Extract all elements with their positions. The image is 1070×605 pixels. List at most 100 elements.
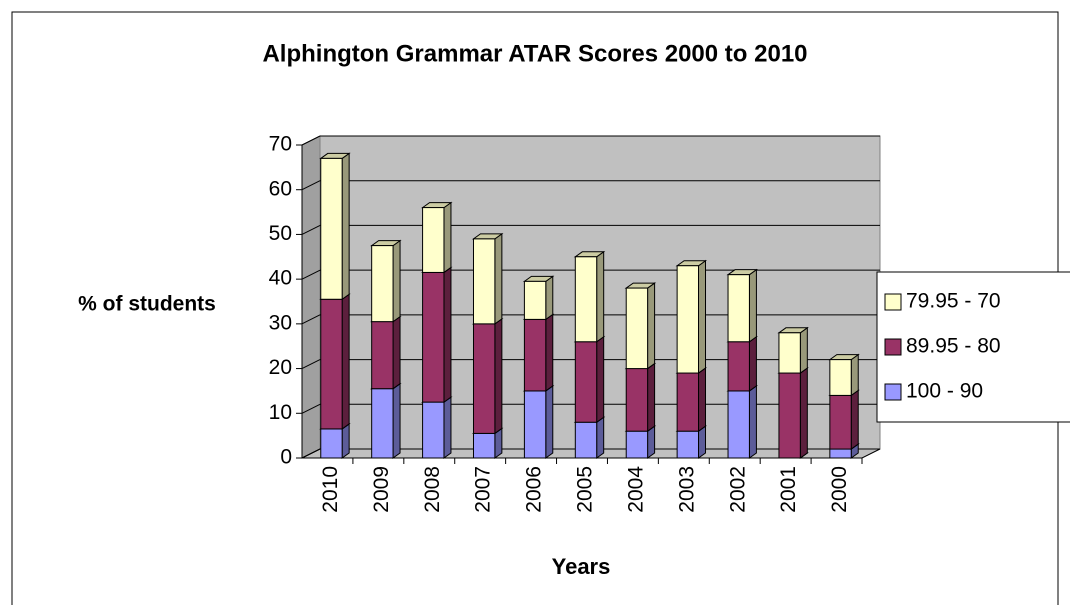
bar-side: [748, 384, 757, 459]
y-tick-label: 20: [269, 356, 292, 379]
bar-front: [829, 448, 852, 459]
y-tick-label: 0: [280, 446, 292, 469]
x-tick-label: 2007: [472, 466, 495, 513]
bar-segment: [777, 326, 809, 375]
bar-segment: [828, 389, 860, 451]
bar-segment: [573, 335, 606, 424]
bar-side: [392, 315, 401, 390]
x-tick-label: 2001: [777, 466, 800, 513]
bar-side: [545, 313, 554, 392]
bar-front: [371, 388, 394, 459]
grid-line: [301, 448, 321, 459]
grid-line: [301, 269, 321, 280]
x-tick-label: 2009: [370, 466, 393, 513]
legend-label: 79.95 - 70: [906, 290, 1001, 313]
bar-front: [472, 323, 496, 434]
bar-front: [778, 372, 801, 459]
x-tick-label: 2002: [726, 466, 749, 513]
bar-front: [625, 368, 649, 432]
bar-segment: [421, 396, 453, 459]
bar-front: [371, 245, 394, 323]
bar-segment: [573, 416, 606, 459]
bar-front: [727, 274, 750, 343]
bar-front: [727, 341, 750, 392]
legend-swatch: [884, 338, 902, 356]
bar-front: [829, 359, 852, 396]
grid-line: [301, 135, 321, 146]
bar-front: [829, 394, 852, 450]
x-tick-label: 2010: [319, 466, 342, 513]
bar-front: [676, 430, 700, 459]
bar-side: [596, 250, 605, 343]
bar-front: [523, 318, 547, 392]
bar-segment: [624, 362, 657, 433]
bar-segment: [726, 268, 758, 343]
bar-side: [545, 384, 554, 459]
bar-segment: [471, 232, 504, 325]
grid-line: [301, 403, 321, 414]
bar-side: [596, 416, 605, 459]
bar-segment: [624, 282, 657, 370]
bar-front: [574, 421, 598, 459]
bar-segment: [421, 201, 453, 274]
grid-line: [301, 224, 321, 235]
bar-front: [778, 332, 801, 374]
chart-title: Alphington Grammar ATAR Scores 2000 to 2…: [262, 40, 807, 67]
bar-front: [676, 265, 700, 374]
bar-side: [647, 362, 656, 433]
x-tick-label: 2005: [574, 466, 597, 513]
bar-side: [748, 268, 757, 343]
bar-front: [472, 238, 496, 325]
x-tick-label: 2008: [421, 466, 444, 513]
bar-side: [443, 396, 452, 459]
grid-line: [301, 180, 321, 191]
bar-front: [676, 372, 700, 432]
y-tick-label: 50: [269, 222, 292, 245]
bar-front: [320, 298, 343, 430]
bar-segment: [522, 313, 555, 392]
y-tick-label: 30: [269, 311, 292, 334]
bar-side: [341, 293, 350, 430]
bar-segment: [726, 335, 758, 392]
bar-front: [574, 341, 598, 423]
bar-front: [320, 157, 343, 300]
bar-front: [574, 256, 598, 343]
bar-side: [545, 275, 554, 321]
bar-front: [371, 321, 394, 390]
bar-front: [625, 430, 649, 459]
bar-side: [392, 239, 401, 323]
bar-segment: [777, 367, 809, 459]
bar-side: [748, 335, 757, 392]
bar-segment: [675, 259, 708, 375]
bar-front: [422, 271, 445, 403]
y-tick-label: 40: [269, 267, 292, 290]
bar-side: [799, 326, 808, 375]
bar-front: [523, 390, 547, 459]
bar-segment: [370, 382, 402, 459]
y-tick-label: 10: [269, 401, 292, 424]
bar-segment: [573, 250, 606, 343]
bar-segment: [828, 353, 860, 397]
bar-front: [320, 428, 343, 459]
bar-side: [698, 259, 707, 375]
bar-front: [472, 432, 496, 459]
bar-front: [727, 390, 750, 459]
legend-label: 100 - 90: [906, 380, 983, 403]
bar-side: [392, 382, 401, 459]
bar-side: [341, 152, 350, 301]
side-wall: [301, 135, 321, 459]
bar-segment: [370, 315, 402, 390]
bar-side: [494, 317, 503, 435]
bar-side: [443, 201, 452, 274]
x-tick-label: 2006: [523, 466, 546, 513]
y-tick-label: 70: [269, 133, 292, 156]
x-tick-label: 2000: [828, 466, 851, 513]
bar-side: [494, 232, 503, 325]
legend-box: [876, 271, 1070, 423]
bar-side: [799, 367, 808, 459]
bar-segment: [370, 239, 402, 323]
grid-line: [301, 359, 321, 370]
y-tick-label: 60: [269, 177, 292, 200]
bar-side: [647, 282, 656, 370]
bar-segment: [726, 384, 758, 459]
